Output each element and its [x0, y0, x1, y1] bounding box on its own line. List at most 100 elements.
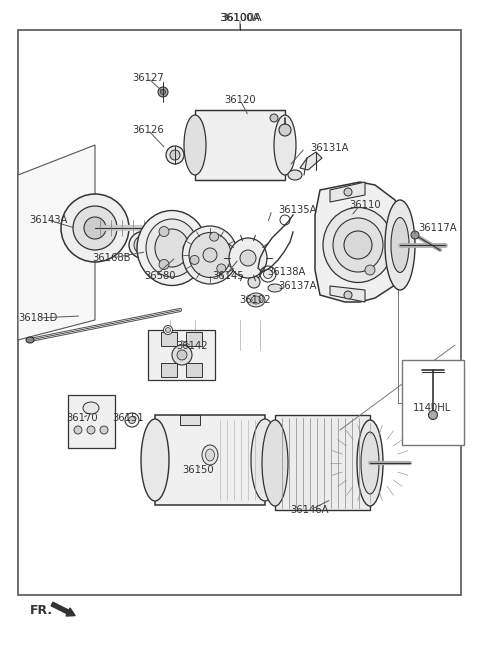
- Bar: [186, 363, 202, 377]
- Text: 36127: 36127: [132, 73, 164, 83]
- Ellipse shape: [73, 206, 117, 250]
- Ellipse shape: [248, 276, 260, 288]
- Ellipse shape: [251, 419, 279, 501]
- Text: 36100A: 36100A: [219, 13, 261, 23]
- Bar: [402, 360, 464, 445]
- Ellipse shape: [361, 432, 379, 494]
- Text: 36146A: 36146A: [291, 505, 329, 515]
- Ellipse shape: [357, 420, 383, 506]
- Ellipse shape: [159, 259, 169, 270]
- Text: 36110: 36110: [349, 200, 381, 210]
- Text: 36580: 36580: [144, 271, 176, 281]
- Ellipse shape: [210, 232, 219, 241]
- Polygon shape: [330, 286, 365, 302]
- Ellipse shape: [280, 215, 290, 225]
- Ellipse shape: [240, 250, 256, 266]
- Text: 1140HL: 1140HL: [413, 403, 451, 413]
- Ellipse shape: [344, 231, 372, 259]
- Text: 36168B: 36168B: [93, 253, 131, 263]
- Ellipse shape: [84, 217, 106, 239]
- Ellipse shape: [170, 150, 180, 160]
- Ellipse shape: [100, 426, 108, 434]
- Ellipse shape: [229, 238, 267, 278]
- Ellipse shape: [141, 419, 169, 501]
- Polygon shape: [18, 145, 95, 340]
- Ellipse shape: [365, 265, 375, 275]
- Ellipse shape: [61, 194, 129, 262]
- Ellipse shape: [182, 226, 238, 284]
- Ellipse shape: [264, 270, 273, 279]
- Ellipse shape: [429, 410, 437, 419]
- Bar: [161, 332, 177, 346]
- Ellipse shape: [83, 402, 99, 414]
- Ellipse shape: [270, 114, 278, 122]
- Text: 36138A: 36138A: [267, 267, 305, 277]
- Ellipse shape: [268, 284, 282, 292]
- Text: 36145: 36145: [212, 271, 244, 281]
- Ellipse shape: [164, 326, 172, 335]
- Bar: [195, 110, 285, 180]
- Bar: [186, 332, 202, 346]
- Ellipse shape: [333, 218, 383, 272]
- Polygon shape: [315, 182, 400, 302]
- Text: 36131A: 36131A: [310, 143, 348, 153]
- Ellipse shape: [247, 293, 265, 307]
- Ellipse shape: [203, 248, 217, 262]
- Ellipse shape: [251, 296, 261, 304]
- Bar: [155, 415, 265, 505]
- Text: 36120: 36120: [224, 95, 256, 105]
- Ellipse shape: [205, 449, 215, 461]
- Ellipse shape: [74, 426, 82, 434]
- Ellipse shape: [189, 232, 231, 277]
- Ellipse shape: [411, 231, 419, 239]
- Ellipse shape: [129, 231, 161, 259]
- Text: 36100A: 36100A: [221, 13, 259, 23]
- Bar: [275, 415, 370, 510]
- Bar: [161, 363, 177, 377]
- Ellipse shape: [87, 426, 95, 434]
- Ellipse shape: [129, 417, 135, 424]
- Text: 36137A: 36137A: [278, 281, 316, 291]
- Polygon shape: [330, 182, 365, 202]
- Text: 36135A: 36135A: [278, 205, 316, 215]
- Ellipse shape: [274, 115, 296, 175]
- Ellipse shape: [344, 291, 352, 299]
- Bar: [180, 415, 200, 425]
- Ellipse shape: [262, 420, 288, 506]
- Text: 36126: 36126: [132, 125, 164, 135]
- Ellipse shape: [166, 146, 184, 164]
- Ellipse shape: [385, 200, 415, 290]
- FancyArrow shape: [51, 602, 75, 616]
- Text: FR.: FR.: [30, 604, 53, 617]
- Text: 36151: 36151: [112, 413, 144, 423]
- Text: 36102: 36102: [239, 295, 271, 305]
- Polygon shape: [148, 330, 215, 380]
- Ellipse shape: [134, 235, 156, 255]
- Ellipse shape: [158, 87, 168, 97]
- Ellipse shape: [288, 170, 302, 180]
- Text: 36150: 36150: [182, 465, 214, 475]
- Ellipse shape: [155, 229, 189, 267]
- Text: 36170: 36170: [66, 413, 98, 423]
- Ellipse shape: [159, 226, 169, 237]
- Text: 36143A: 36143A: [29, 215, 67, 225]
- Ellipse shape: [391, 217, 409, 272]
- Ellipse shape: [202, 445, 218, 465]
- Ellipse shape: [190, 255, 199, 264]
- Polygon shape: [68, 395, 115, 448]
- Bar: [18, 30, 461, 595]
- Ellipse shape: [177, 350, 187, 360]
- Ellipse shape: [137, 210, 207, 286]
- Ellipse shape: [146, 219, 198, 277]
- Ellipse shape: [160, 90, 166, 95]
- Text: 36181D: 36181D: [18, 313, 58, 323]
- Text: 36142: 36142: [176, 341, 208, 351]
- Text: 36117A: 36117A: [418, 223, 456, 233]
- Ellipse shape: [279, 124, 291, 136]
- Ellipse shape: [344, 188, 352, 196]
- Ellipse shape: [26, 337, 34, 343]
- Ellipse shape: [166, 328, 170, 333]
- Polygon shape: [300, 152, 322, 170]
- Ellipse shape: [172, 345, 192, 365]
- Ellipse shape: [217, 264, 226, 273]
